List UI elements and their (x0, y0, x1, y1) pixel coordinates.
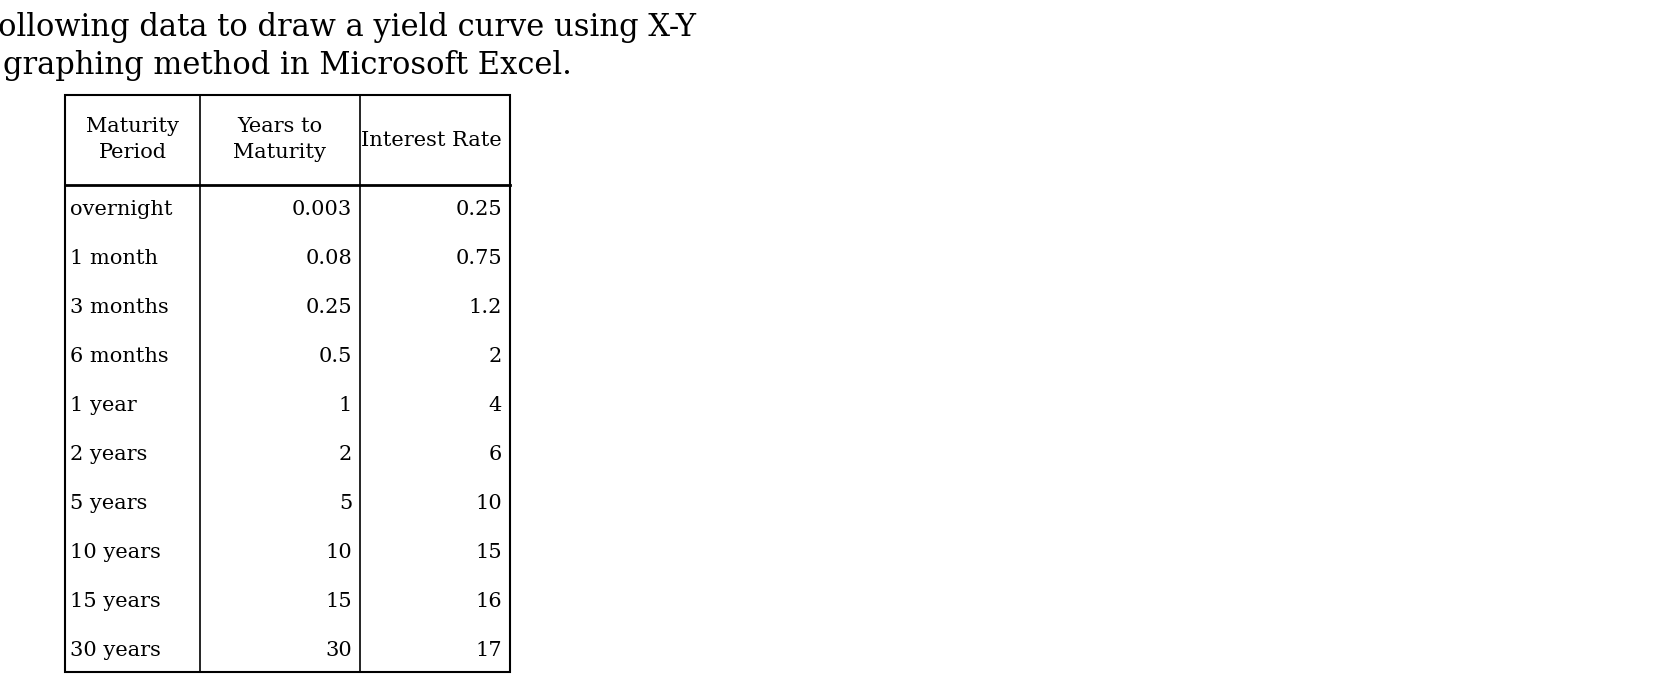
Text: 10: 10 (325, 543, 352, 562)
Text: Maturity: Maturity (234, 143, 327, 162)
Text: Period: Period (98, 143, 166, 162)
Text: Maturity: Maturity (86, 117, 179, 136)
Text: 0.75: 0.75 (455, 249, 501, 268)
Text: 4: 4 (488, 396, 501, 415)
Text: 6: 6 (488, 445, 501, 464)
Text: 0.08: 0.08 (305, 249, 352, 268)
Text: 3 months: 3 months (70, 298, 169, 317)
Text: 2: 2 (488, 347, 501, 366)
Text: 0.25: 0.25 (455, 200, 501, 219)
Text: 0.25: 0.25 (305, 298, 352, 317)
Text: 5: 5 (339, 494, 352, 513)
Text: 1.2: 1.2 (468, 298, 501, 317)
Text: 1 month: 1 month (70, 249, 158, 268)
Text: 30: 30 (325, 641, 352, 660)
Text: 1: 1 (339, 396, 352, 415)
Text: 30 years: 30 years (70, 641, 161, 660)
Text: 5 years: 5 years (70, 494, 148, 513)
Text: 15: 15 (475, 543, 501, 562)
Text: 15 years: 15 years (70, 592, 161, 611)
Text: 10: 10 (475, 494, 501, 513)
Text: overnight: overnight (70, 200, 173, 219)
Text: Interest Rate: Interest Rate (362, 130, 501, 150)
Text: 2 years: 2 years (70, 445, 148, 464)
Text: 4. Use following data to draw a yield curve using X-Y: 4. Use following data to draw a yield cu… (0, 12, 696, 43)
Text: graphing method in Microsoft Excel.: graphing method in Microsoft Excel. (3, 50, 573, 81)
Text: 6 months: 6 months (70, 347, 169, 366)
Text: 0.003: 0.003 (292, 200, 352, 219)
Text: 16: 16 (475, 592, 501, 611)
Text: 1 year: 1 year (70, 396, 136, 415)
Text: 17: 17 (475, 641, 501, 660)
Text: 0.5: 0.5 (319, 347, 352, 366)
Text: 2: 2 (339, 445, 352, 464)
Text: 15: 15 (325, 592, 352, 611)
Text: 10 years: 10 years (70, 543, 161, 562)
Text: Years to: Years to (237, 117, 322, 136)
